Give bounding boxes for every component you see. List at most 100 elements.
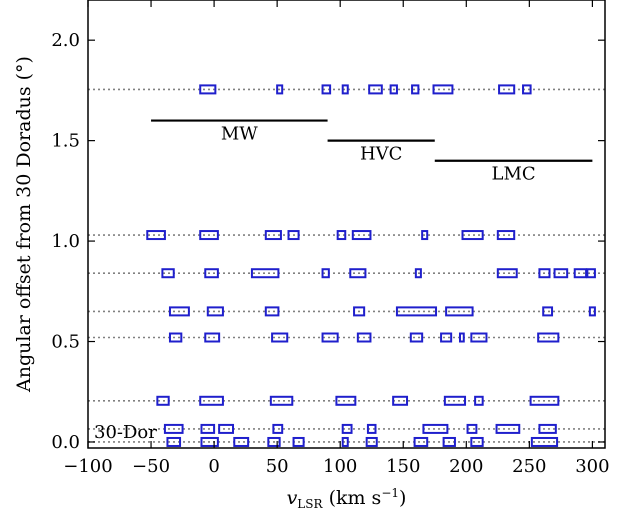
absorption-box-4-5 bbox=[445, 306, 474, 317]
absorption-box-4-3 bbox=[353, 306, 366, 317]
absorption-box-5-9 bbox=[573, 268, 588, 279]
absorption-box-1-1 bbox=[200, 423, 216, 434]
absorption-box-1-4 bbox=[341, 423, 353, 434]
absorption-box-3-9 bbox=[537, 332, 560, 343]
absorption-box-6-1 bbox=[199, 230, 219, 241]
velocity-range-label-mw: MW bbox=[221, 124, 258, 145]
x-tick-label-4: 100 bbox=[323, 456, 357, 477]
absorption-box-1-8 bbox=[495, 423, 521, 434]
absorption-box-6-8 bbox=[496, 230, 516, 241]
axis-ticks: −100 −50 0 50 100 150 200 250 300 0.0 0.5 1.0 1.5 2.0 bbox=[51, 0, 610, 477]
absorption-box-0-5 bbox=[341, 436, 349, 447]
absorption-box-0-3 bbox=[267, 436, 281, 447]
absorption-box-2-6 bbox=[474, 395, 484, 406]
absorption-box-5-2 bbox=[250, 268, 280, 279]
velocity-ranges: MW HVC LMC bbox=[151, 119, 593, 185]
y-axis-title: Angular offset from 30 Doradus (°) bbox=[13, 56, 35, 393]
absorption-box-3-3 bbox=[321, 332, 339, 343]
absorption-box-0-10 bbox=[530, 436, 559, 447]
absorption-box-6-0 bbox=[146, 230, 166, 241]
absorption-box-2-0 bbox=[156, 395, 170, 406]
absorption-box-0-0 bbox=[166, 436, 182, 447]
absorption-box-6-3 bbox=[287, 230, 300, 241]
absorption-box-6-5 bbox=[351, 230, 372, 241]
sightline-rows bbox=[88, 88, 605, 443]
absorption-box-0-2 bbox=[233, 436, 250, 447]
absorption-box-3-8 bbox=[470, 332, 488, 343]
absorption-box-5-4 bbox=[349, 268, 367, 279]
absorption-box-4-2 bbox=[264, 306, 280, 317]
absorption-box-5-5 bbox=[414, 268, 422, 279]
x-axis-var: v bbox=[287, 487, 298, 509]
absorption-box-7-4 bbox=[368, 84, 383, 95]
absorption-box-2-5 bbox=[443, 395, 467, 406]
absorption-box-0-7 bbox=[413, 436, 429, 447]
absorption-box-1-5 bbox=[366, 423, 377, 434]
absorption-box-7-6 bbox=[411, 84, 420, 95]
x-tick-label-7: 250 bbox=[512, 456, 546, 477]
y-tick-label-3: 1.5 bbox=[51, 131, 80, 152]
absorption-box-2-1 bbox=[199, 395, 224, 406]
absorption-box-5-1 bbox=[204, 268, 219, 279]
row-label-30dor: 30-Dor bbox=[94, 422, 157, 443]
absorption-box-0-4 bbox=[292, 436, 305, 447]
x-axis-exp: −1 bbox=[381, 486, 399, 500]
absorption-box-1-9 bbox=[538, 423, 557, 434]
absorption-box-7-3 bbox=[341, 84, 349, 95]
absorption-box-5-0 bbox=[161, 268, 175, 279]
absorption-box-6-4 bbox=[336, 230, 347, 241]
absorption-box-6-7 bbox=[461, 230, 484, 241]
absorption-box-4-4 bbox=[395, 306, 438, 317]
absorption-box-1-3 bbox=[272, 423, 284, 434]
absorption-box-5-6 bbox=[496, 268, 518, 279]
absorption-box-4-7 bbox=[588, 306, 596, 317]
absorption-box-3-0 bbox=[168, 332, 183, 343]
absorption-box-2-3 bbox=[335, 395, 357, 406]
y-tick-label-0: 0.0 bbox=[51, 432, 80, 453]
absorption-box-1-2 bbox=[218, 423, 235, 434]
absorption-box-3-2 bbox=[271, 332, 289, 343]
x-axis-units: (km s bbox=[323, 487, 382, 509]
absorption-box-4-0 bbox=[168, 306, 190, 317]
x-tick-label-6: 200 bbox=[449, 456, 483, 477]
x-axis-close: ) bbox=[399, 487, 406, 509]
absorption-box-6-6 bbox=[421, 230, 429, 241]
y-tick-label-4: 2.0 bbox=[51, 30, 80, 51]
absorption-box-5-10 bbox=[586, 268, 596, 279]
x-tick-label-3: 50 bbox=[266, 456, 289, 477]
absorption-box-0-1 bbox=[200, 436, 219, 447]
x-axis-title: vLSR (km s−1) bbox=[287, 486, 407, 511]
absorption-box-3-4 bbox=[356, 332, 372, 343]
absorption-box-7-5 bbox=[389, 84, 398, 95]
absorption-box-3-1 bbox=[204, 332, 221, 343]
absorption-box-0-6 bbox=[365, 436, 378, 447]
absorption-box-7-7 bbox=[432, 84, 454, 95]
y-tick-label-1: 0.5 bbox=[51, 332, 80, 353]
absorption-box-0-8 bbox=[442, 436, 456, 447]
absorption-box-4-1 bbox=[206, 306, 224, 317]
x-tick-label-5: 150 bbox=[386, 456, 420, 477]
absorption-box-4-6 bbox=[542, 306, 554, 317]
absorption-box-7-2 bbox=[321, 84, 332, 95]
absorption-box-1-0 bbox=[163, 423, 184, 434]
x-tick-label-1: −50 bbox=[132, 456, 170, 477]
plot-frame bbox=[87, 0, 606, 449]
absorption-box-2-2 bbox=[269, 395, 294, 406]
y-tick-label-2: 1.0 bbox=[51, 231, 80, 252]
absorption-boxes bbox=[146, 84, 596, 447]
absorption-box-5-8 bbox=[553, 268, 569, 279]
x-axis-sub: LSR bbox=[297, 497, 323, 511]
absorption-box-0-9 bbox=[470, 436, 484, 447]
absorption-box-7-1 bbox=[276, 84, 284, 95]
absorption-box-5-3 bbox=[321, 268, 330, 279]
absorption-box-7-0 bbox=[199, 84, 217, 95]
absorption-box-3-7 bbox=[458, 332, 465, 343]
absorption-box-5-7 bbox=[538, 268, 551, 279]
absorption-box-2-7 bbox=[529, 395, 560, 406]
x-tick-label-0: −100 bbox=[63, 456, 112, 477]
absorption-box-2-4 bbox=[392, 395, 409, 406]
x-tick-label-8: 300 bbox=[575, 456, 609, 477]
velocity-range-label-hvc: HVC bbox=[360, 144, 402, 165]
absorption-box-1-7 bbox=[466, 423, 478, 434]
